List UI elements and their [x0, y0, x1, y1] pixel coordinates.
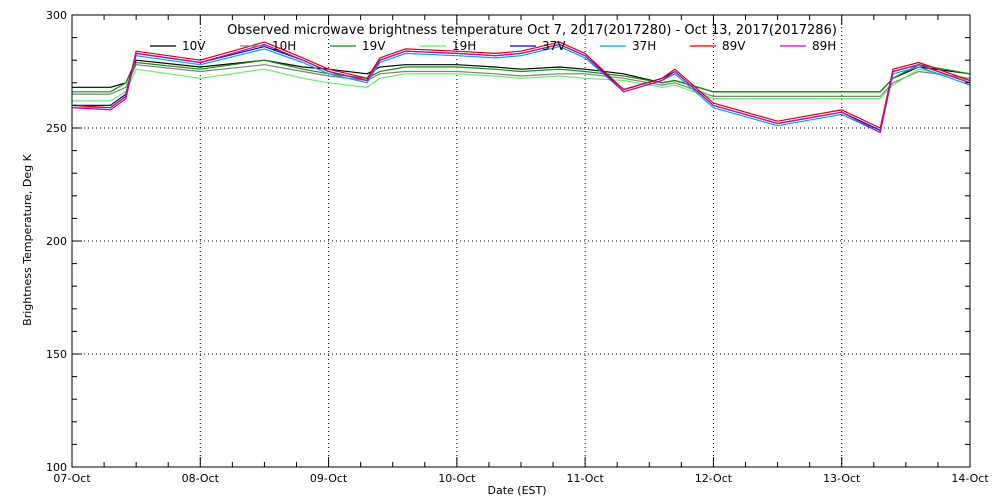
series-line-19v — [72, 59, 971, 93]
legend-label: 19V — [362, 39, 386, 53]
legend: 10V 10H 19V 19H 37V 37H 89V 89H — [150, 39, 836, 53]
x-tick-label: 10-Oct — [438, 472, 476, 485]
legend-label: 89H — [812, 39, 836, 53]
legend-label: 10H — [272, 39, 296, 53]
legend-label: 37H — [632, 39, 656, 53]
series-line-10h — [72, 64, 971, 98]
legend-label: 37V — [542, 39, 566, 53]
y-tick-label: 250 — [46, 122, 67, 135]
x-tick-label: 08-Oct — [182, 472, 220, 485]
chart-title: Observed microwave brightness temperatur… — [227, 23, 837, 38]
series-line-19h — [72, 68, 971, 102]
x-tick-label: 09-Oct — [310, 472, 348, 485]
legend-label: 10V — [182, 39, 206, 53]
series-line-37h — [72, 45, 971, 134]
y-tick-label: 200 — [46, 235, 67, 248]
y-tick-label: 300 — [46, 9, 67, 22]
series-lines — [71, 41, 971, 134]
legend-label: 89V — [722, 39, 746, 53]
x-tick-label: 14-Oct — [951, 472, 989, 485]
axis-ticks: 07-Oct 08-Oct 09-Oct 10-Oct 11-Oct 12-Oct 13-O… — [46, 9, 989, 485]
series-line-89h — [71, 43, 971, 134]
x-axis-label: Date (EST) — [487, 484, 546, 497]
y-axis-label: Brightness Temperature, Deg K — [21, 153, 34, 325]
x-tick-label: 12-Oct — [695, 472, 733, 485]
series-line-89v — [71, 41, 971, 129]
grid-lines — [72, 15, 970, 467]
y-tick-label: 100 — [46, 461, 67, 474]
y-tick-label: 150 — [46, 348, 67, 361]
x-tick-label: 11-Oct — [566, 472, 604, 485]
x-tick-label: 13-Oct — [823, 472, 861, 485]
legend-label: 19H — [452, 39, 476, 53]
x-tick-label: 07-Oct — [53, 472, 91, 485]
